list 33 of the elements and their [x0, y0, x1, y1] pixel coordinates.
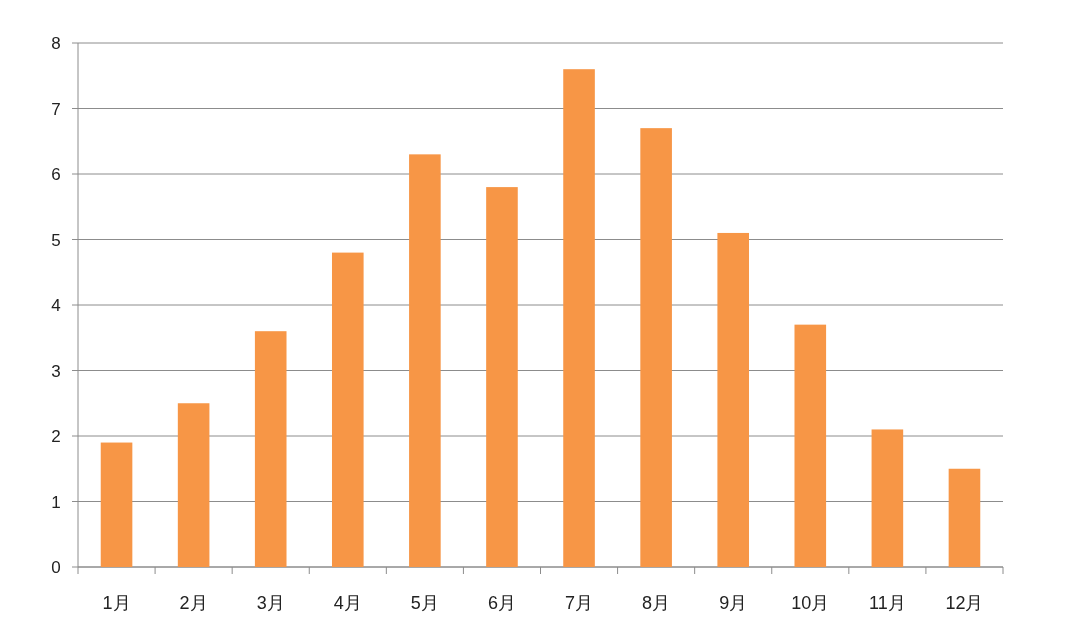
- x-tick-label: 10月: [791, 593, 830, 613]
- y-tick-label: 6: [51, 165, 61, 184]
- bar: [640, 128, 672, 567]
- bar: [177, 403, 210, 567]
- x-tick-label: 12月: [945, 593, 984, 613]
- y-tick-label: 8: [51, 34, 61, 53]
- x-tick-label: 3月: [256, 593, 285, 613]
- bar: [948, 468, 981, 567]
- bar: [794, 324, 827, 567]
- x-tick-label: 2月: [179, 593, 208, 613]
- y-tick-label: 3: [51, 361, 61, 381]
- bar: [254, 331, 287, 567]
- y-tick-label: 4: [51, 296, 61, 315]
- bar: [871, 429, 904, 567]
- y-tick-label: 1: [51, 492, 61, 512]
- y-tick-label: 7: [51, 99, 61, 119]
- y-tick-label: 5: [51, 230, 61, 250]
- bar: [563, 69, 595, 567]
- x-tick-label: 11月: [869, 593, 906, 613]
- bar: [100, 442, 133, 567]
- x-tick-label: 6月: [487, 593, 516, 613]
- x-tick-label: 5月: [410, 593, 439, 613]
- bar: [486, 187, 518, 567]
- x-tick-label: 4月: [333, 593, 362, 613]
- x-tick-label: 9月: [719, 593, 748, 613]
- y-tick-label: 2: [51, 427, 61, 446]
- x-tick-label: 8月: [642, 593, 671, 613]
- x-tick-label: 7月: [565, 593, 594, 613]
- bar: [717, 232, 750, 567]
- x-tick-label: 1月: [102, 593, 131, 613]
- bar: [331, 252, 364, 567]
- bar: [409, 154, 441, 567]
- y-tick-label: 0: [51, 558, 61, 577]
